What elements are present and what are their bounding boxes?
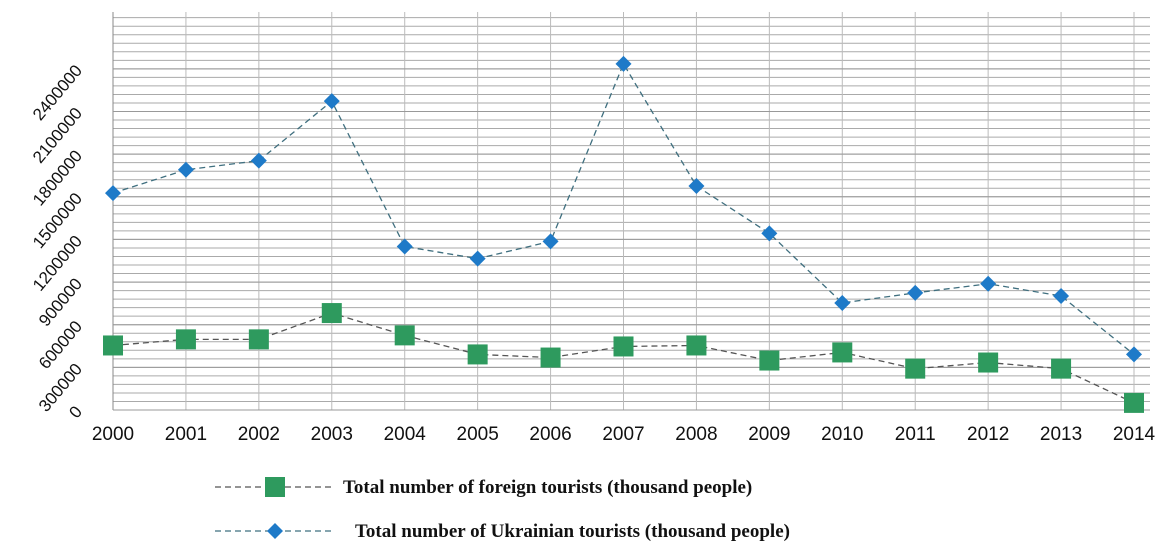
data-point [761, 225, 778, 242]
x-tick-label: 2006 [529, 424, 571, 445]
legend-marker [267, 523, 283, 539]
data-point [834, 294, 851, 311]
data-point [467, 344, 488, 365]
data-point [1124, 392, 1144, 413]
data-point [613, 336, 634, 357]
data-point [103, 335, 123, 356]
series-line [112, 62, 1135, 355]
data-point [1053, 288, 1070, 305]
data-point [759, 350, 780, 371]
data-point [978, 352, 999, 373]
data-point [832, 342, 853, 363]
data-point [396, 238, 413, 255]
data-point [321, 303, 342, 324]
data-point [175, 329, 196, 350]
data-point [905, 358, 926, 379]
x-tick-label: 2008 [675, 424, 717, 445]
x-tick-label: 2014 [1113, 424, 1156, 445]
x-tick-label: 2009 [748, 424, 790, 445]
data-point [177, 161, 194, 178]
data-point [250, 152, 267, 169]
x-tick-label: 2002 [238, 424, 280, 445]
data-point [542, 233, 559, 250]
x-tick-label: 2012 [967, 424, 1009, 445]
x-tick-label: 2011 [895, 424, 936, 445]
data-point [980, 275, 997, 292]
data-point [469, 250, 486, 267]
y-tick-label: 0 [65, 402, 86, 421]
legend-label: Total number of foreign tourists (thousa… [343, 477, 752, 498]
data-point [1051, 358, 1072, 379]
x-tick-label: 2004 [384, 424, 427, 445]
x-tick-label: 2007 [602, 424, 644, 445]
data-point [540, 347, 561, 368]
data-point [615, 55, 632, 72]
data-point [907, 284, 924, 301]
data-point [248, 329, 269, 350]
data-point [686, 335, 707, 356]
x-tick-label: 2000 [92, 424, 134, 445]
legend-label: Total number of Ukrainian tourists (thou… [355, 521, 790, 542]
x-tick-label: 2003 [311, 424, 353, 445]
data-point [105, 185, 121, 202]
data-point [394, 325, 415, 346]
data-point [1126, 346, 1142, 363]
data-point [688, 177, 705, 194]
x-tick-label: 2001 [165, 424, 207, 445]
x-tick-label: 2013 [1040, 424, 1082, 445]
x-tick-label: 2010 [821, 424, 863, 445]
data-point [323, 93, 340, 110]
x-tick-label: 2005 [457, 424, 499, 445]
legend-marker [265, 477, 285, 497]
